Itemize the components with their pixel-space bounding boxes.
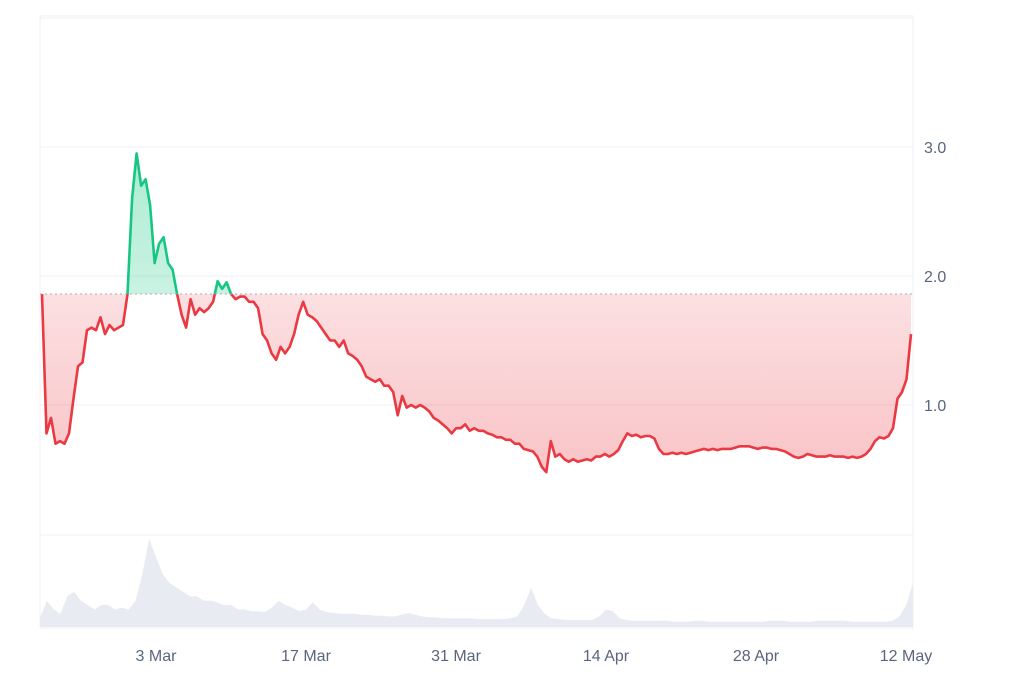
y-tick-label: 1.0 xyxy=(924,398,946,415)
x-tick-label: 12 May xyxy=(880,648,932,665)
price-line-below xyxy=(40,294,913,474)
x-axis: 3 Mar 17 Mar 31 Mar 14 Apr 28 Apr 12 May xyxy=(136,648,933,665)
x-tick-label: 14 Apr xyxy=(583,648,630,665)
x-tick-label: 17 Mar xyxy=(281,648,331,665)
y-axis: 1.0 2.0 3.0 xyxy=(924,140,946,415)
area-below-reference xyxy=(42,294,911,473)
x-tick-label: 31 Mar xyxy=(431,648,481,665)
x-tick-label: 28 Apr xyxy=(733,648,780,665)
y-tick-label: 3.0 xyxy=(924,140,946,157)
price-area xyxy=(40,152,913,474)
x-tick-label: 3 Mar xyxy=(136,648,178,665)
plot-frame xyxy=(39,15,914,629)
y-tick-label: 2.0 xyxy=(924,269,946,286)
volume-area xyxy=(40,539,913,627)
volume-area-shape xyxy=(40,539,913,627)
